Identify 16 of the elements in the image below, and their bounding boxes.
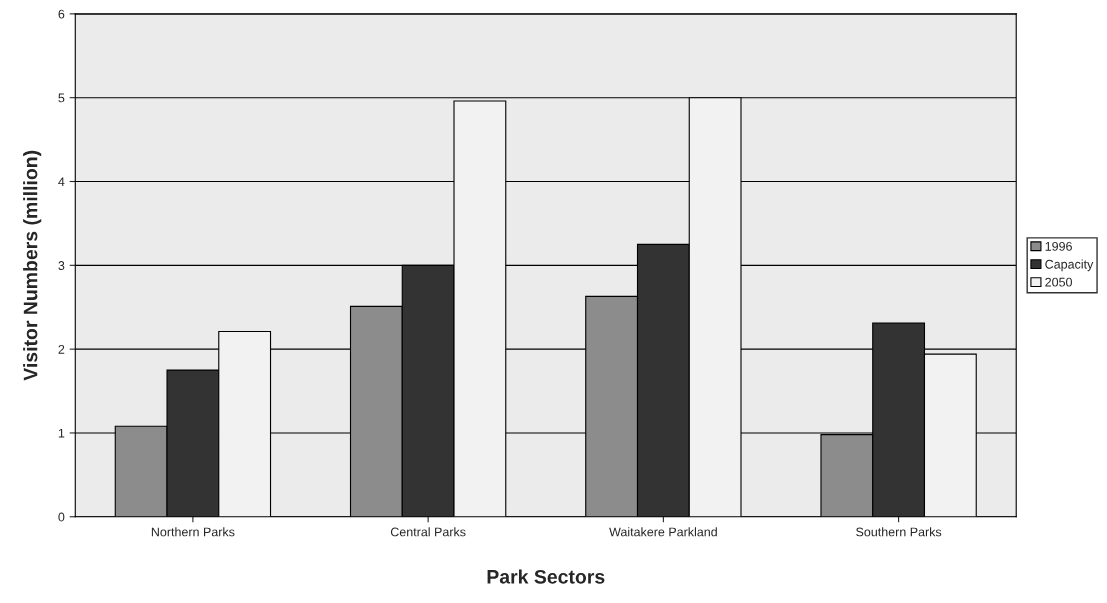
y-tick-label: 6 <box>58 9 65 19</box>
y-tick-label: 0 <box>58 512 65 522</box>
y-tick-label: 4 <box>58 177 65 187</box>
legend-label: 1996 <box>1045 241 1072 251</box>
x-tick-label: Southern Parks <box>856 527 942 537</box>
x-tick-label: Central Parks <box>390 527 466 537</box>
y-axis-title: Visitor Numbers (million) <box>23 150 42 381</box>
y-tick-label: 2 <box>58 344 65 354</box>
y-tick-label: 1 <box>58 428 65 438</box>
x-tick-label: Northern Parks <box>151 527 235 537</box>
x-tick-label: Waitakere Parkland <box>609 527 717 537</box>
y-tick-label: 3 <box>58 261 65 270</box>
x-axis-title: Park Sectors <box>487 569 605 584</box>
legend-label: 2050 <box>1045 277 1072 287</box>
legend-label: Capacity <box>1045 259 1094 272</box>
y-tick-label: 5 <box>58 93 65 103</box>
